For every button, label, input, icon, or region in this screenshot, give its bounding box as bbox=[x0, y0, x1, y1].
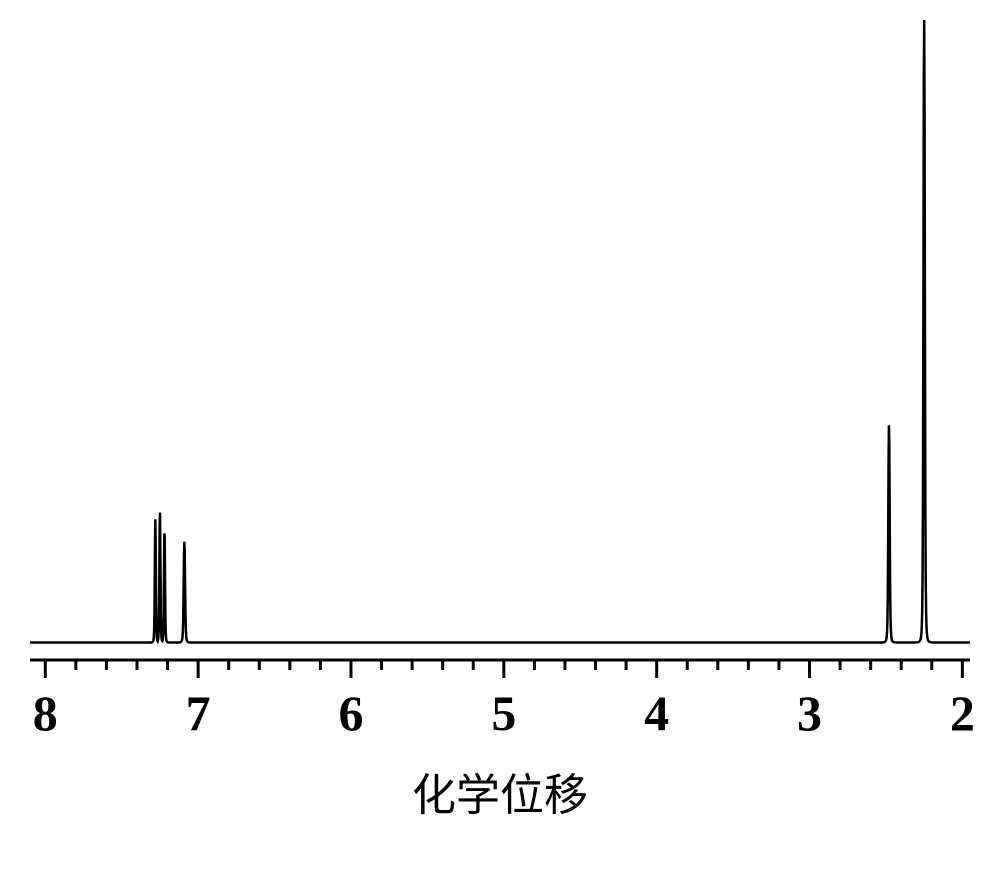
x-tick-label: 4 bbox=[644, 685, 669, 741]
x-tick-label: 6 bbox=[338, 685, 363, 741]
spectrum-line bbox=[30, 20, 970, 643]
x-tick-label: 3 bbox=[797, 685, 822, 741]
x-axis-label: 化学位移 bbox=[412, 771, 588, 820]
nmr-chart: 8 7 6 5 4 3 2 化学位移 bbox=[0, 0, 1000, 870]
x-tick-label: 8 bbox=[33, 685, 58, 741]
x-tick-label: 5 bbox=[491, 685, 516, 741]
x-tick-label: 2 bbox=[950, 685, 975, 741]
chart-svg: 8 7 6 5 4 3 2 化学位移 bbox=[0, 0, 1000, 870]
x-tick-label: 7 bbox=[186, 685, 211, 741]
